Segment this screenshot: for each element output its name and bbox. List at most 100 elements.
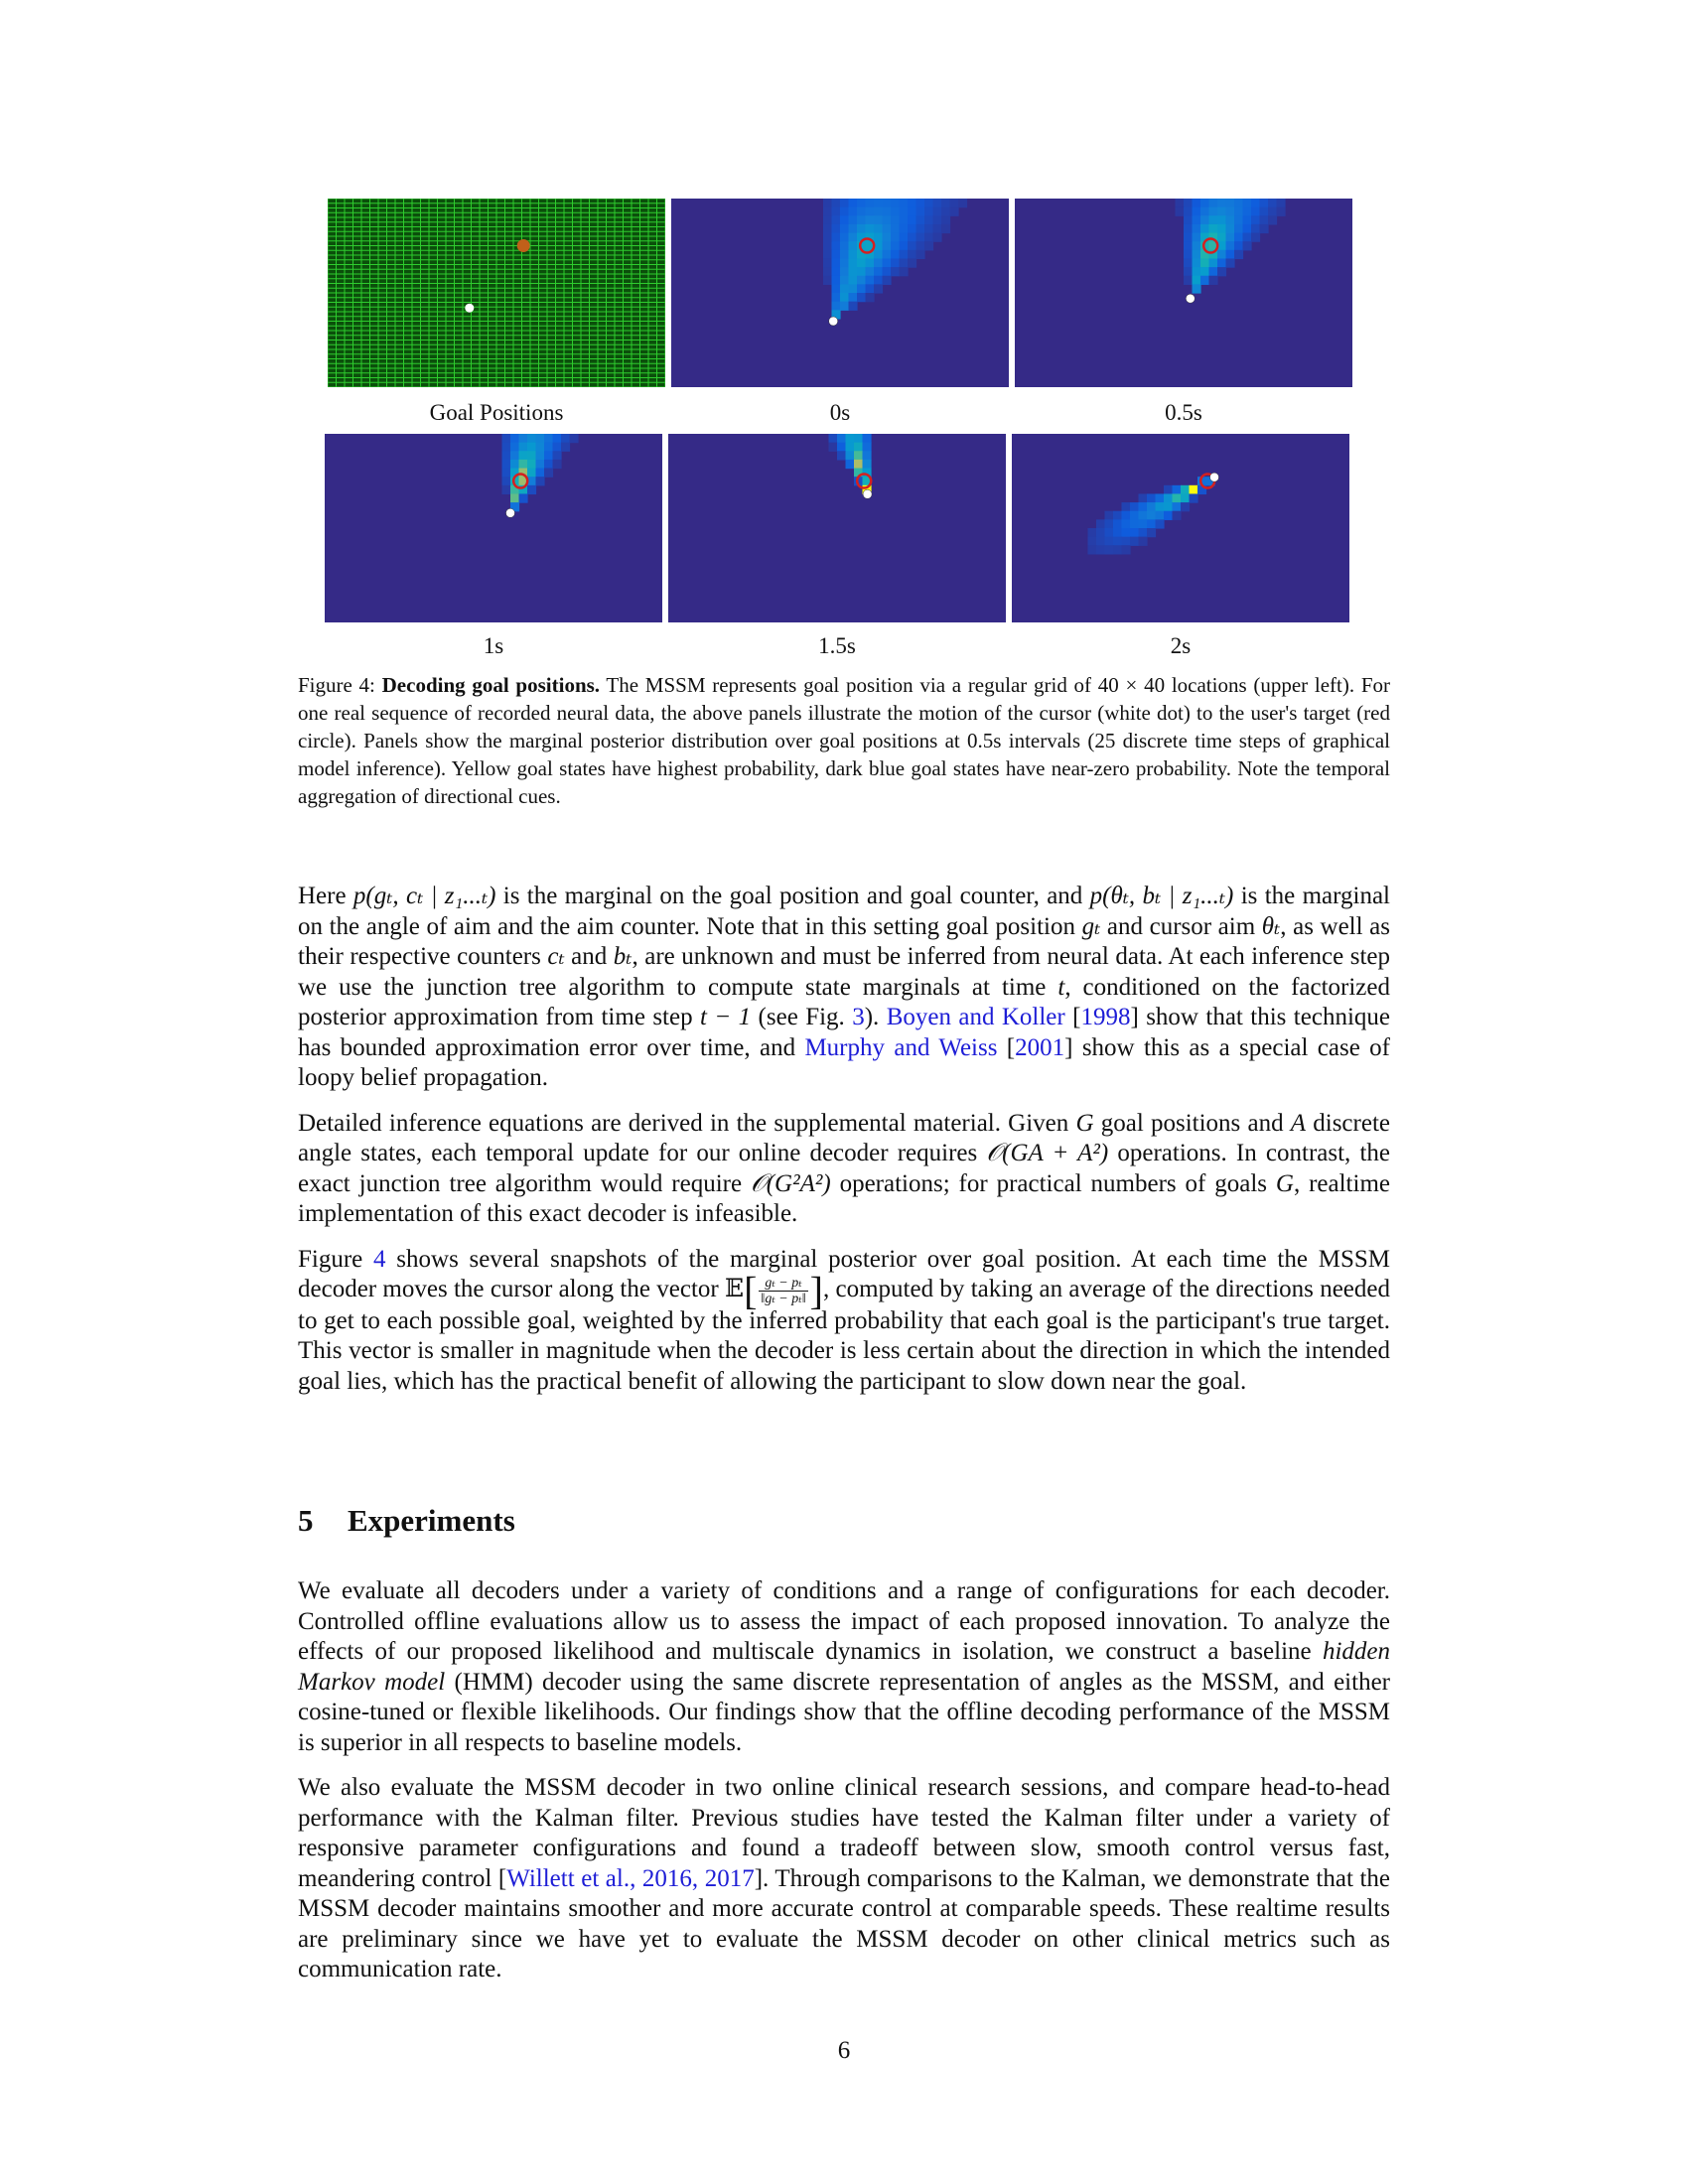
text: Figure [298, 1245, 374, 1273]
text: , as well as their respective counters [298, 912, 1391, 971]
page-number: 6 [837, 2037, 851, 2064]
text: ]. Through comparisons to the Kalman, we… [298, 1864, 1390, 1983]
paragraph: Detailed inference equations are derived… [298, 1109, 1390, 1230]
text: ). [864, 1004, 887, 1030]
text: [ [997, 1033, 1016, 1061]
math: bₜ [613, 943, 633, 970]
panel-label: 0s [829, 400, 851, 425]
goal-marker [858, 237, 876, 254]
math: 𝒪(GA + A²) [986, 1140, 1109, 1166]
panel-label: Goal Positions [429, 400, 564, 425]
emphasis: hidden Markov model [298, 1638, 1390, 1696]
paragraph: We evaluate all decoders under a variety… [298, 1576, 1390, 1758]
cursor-dot [862, 489, 873, 499]
text: shows several snapshots of the marginal … [298, 1245, 1390, 1303]
goal-marker [516, 239, 530, 252]
heatmap-cells [1087, 477, 1215, 555]
section-title: Experiments [348, 1503, 515, 1538]
panel-label: 2s [1170, 633, 1192, 658]
posterior-heatmap-0s [671, 199, 1009, 387]
expectation-symbol: 𝔼 [725, 1276, 745, 1302]
text: We also evaluate the MSSM decoder in two… [298, 1774, 1390, 1892]
paragraph: Here p(gₜ, cₜ | z₁...ₜ) is the marginal … [298, 882, 1390, 1094]
figure-caption: Figure 4: Decoding goal positions. The M… [298, 671, 1390, 810]
text: is the marginal on the angle of aim and … [298, 883, 1390, 940]
math: G [1075, 1109, 1094, 1137]
heatmap-background [1012, 434, 1349, 622]
heatmap-background [325, 434, 662, 622]
text: (see Fig. [751, 1004, 853, 1030]
text: Detailed inference equations are derived… [298, 1109, 1076, 1137]
math: G [1275, 1169, 1294, 1197]
posterior-heatmap-2s [1012, 434, 1349, 622]
panel-2s [1012, 434, 1349, 622]
panel-0s [671, 199, 1009, 387]
fraction-denominator: ‖gₜ − pₜ‖ [761, 1291, 806, 1306]
body-upper: Here p(gₜ, cₜ | z₁...ₜ) is the marginal … [298, 882, 1390, 1412]
panel-label: 1.5s [818, 633, 856, 658]
caption-label: Figure 4: [298, 673, 375, 697]
posterior-heatmap-1s [325, 434, 662, 622]
section-heading: 5 Experiments [298, 1503, 515, 1539]
heatmap-cells [1175, 199, 1286, 294]
panel-0-5s [1015, 199, 1352, 387]
heatmap-cells [823, 199, 968, 320]
figure-ref-link[interactable]: 4 [373, 1245, 386, 1273]
text: and [564, 943, 614, 970]
text: (HMM) decoder using the same discrete re… [298, 1668, 1390, 1756]
math: t [1057, 973, 1065, 1001]
goal-grid-plot [328, 199, 665, 387]
paragraph: Figure 4 shows several snapshots of the … [298, 1245, 1390, 1398]
paragraph: We also evaluate the MSSM decoder in two… [298, 1773, 1390, 1985]
panel-1-5s [668, 434, 1006, 622]
text: goal positions and [1093, 1109, 1291, 1137]
text: is the marginal on the goal position and… [495, 883, 1090, 909]
caption-text: The MSSM represents goal position via a … [298, 673, 1391, 808]
math: θₜ [1261, 912, 1281, 940]
text: discrete angle states, each temporal upd… [298, 1109, 1390, 1167]
text: operations; for practical numbers of goa… [830, 1169, 1276, 1197]
math: p(gₜ, cₜ | z₁...ₜ) [352, 883, 496, 909]
citation-link[interactable]: Boyen and Koller [886, 1004, 1065, 1030]
citation-link[interactable]: Willett et al., 2016, 2017 [506, 1864, 755, 1892]
panel-label: 0.5s [1165, 400, 1202, 425]
math: 𝒪(G²A²) [750, 1169, 831, 1197]
text: operations. In contrast, the exact junct… [298, 1140, 1390, 1197]
text: , are unknown and must be inferred from … [298, 943, 1390, 1001]
math: A [1290, 1109, 1307, 1137]
text: We evaluate all decoders under a variety… [298, 1577, 1390, 1665]
figure-ref-link[interactable]: 3 [852, 1004, 865, 1030]
right-bracket: ] [809, 1268, 823, 1313]
cursor-dot [465, 303, 475, 313]
cursor-dot [828, 316, 838, 327]
text: , realtime implementation of this exact … [298, 1169, 1390, 1228]
panel-goal-positions [328, 199, 665, 387]
caption-title: Decoding goal positions. [381, 673, 601, 697]
goal-marker [855, 473, 873, 489]
goal-marker [1201, 237, 1219, 254]
panel-1s [325, 434, 662, 622]
math: cₜ [547, 943, 565, 970]
text: ] show this as a special case of loopy b… [298, 1033, 1391, 1092]
fraction: gₜ − pₜ ‖gₜ − pₜ‖ [759, 1276, 808, 1306]
cursor-dot [1186, 293, 1196, 304]
panel-label: 1s [483, 633, 504, 658]
math: p(θₜ, bₜ | z₁...ₜ) [1089, 883, 1234, 909]
section-number: 5 [298, 1503, 314, 1538]
cursor-dot [505, 508, 515, 518]
text: and cursor aim [1100, 912, 1262, 940]
posterior-heatmap-1-5s [668, 434, 1006, 622]
cursor-dot [1209, 472, 1219, 482]
left-bracket: [ [744, 1268, 758, 1313]
fraction-numerator: gₜ − pₜ [759, 1276, 808, 1292]
heatmap-background [668, 434, 1006, 622]
citation-link[interactable]: 2001 [1015, 1033, 1065, 1061]
text: , computed by taking an average of the d… [298, 1276, 1390, 1395]
goal-grid-lines [328, 199, 665, 387]
text: , conditioned on the factorized posterio… [298, 973, 1390, 1031]
citation-link[interactable]: 1998 [1080, 1004, 1131, 1030]
citation-link[interactable]: Murphy and Weiss [804, 1033, 998, 1061]
text: Here [298, 883, 353, 909]
heatmap-cells [501, 434, 579, 512]
text: [ [1064, 1004, 1081, 1030]
